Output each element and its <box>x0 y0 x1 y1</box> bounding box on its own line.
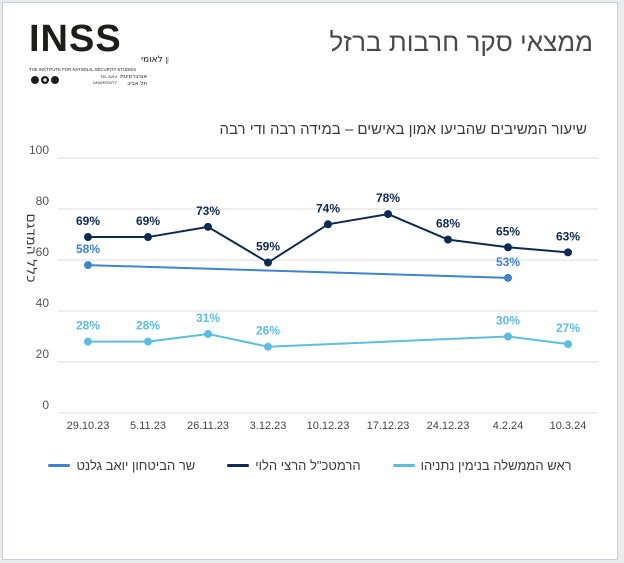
legend-label: ראש הממשלה בנימין נתניהו <box>420 458 572 473</box>
data-label: 28% <box>136 319 160 333</box>
legend-swatch <box>392 464 415 467</box>
data-point <box>204 222 212 231</box>
legend-swatch <box>48 464 71 467</box>
data-point <box>84 233 92 242</box>
y-tick-label: 20 <box>36 347 50 361</box>
data-label: 69% <box>76 214 100 228</box>
x-tick-label: 5.11.23 <box>130 420 166 432</box>
x-tick-label: 10.12.23 <box>307 420 350 432</box>
data-point <box>84 261 92 270</box>
x-tick-label: 10.3.24 <box>550 420 587 432</box>
data-point <box>384 210 392 219</box>
data-point <box>84 337 92 346</box>
legend-label: הרמטכ"ל הרצי הלוי <box>255 458 361 473</box>
trust-line-chart: 0 20 40 60 80 100 כלל המדגם 29.10.23 5.11.23 26.1… <box>23 143 598 432</box>
data-point <box>504 332 512 341</box>
svg-text:תל אביב: תל אביב <box>127 80 147 87</box>
x-tick-label: 24.12.23 <box>427 420 470 432</box>
inss-logo: INSS המכון למחקרי ביטחון לאומי THE INSTI… <box>29 17 169 87</box>
data-label: 30% <box>496 314 520 328</box>
data-label: 28% <box>76 319 100 333</box>
page-title: ממצאי סקר חרבות ברזל <box>329 27 593 57</box>
data-label: 73% <box>196 204 220 218</box>
data-label: 27% <box>556 321 580 335</box>
data-point <box>264 258 272 267</box>
data-label: 69% <box>136 214 160 228</box>
legend-item: שר הביטחון יואב גלנט <box>48 458 195 473</box>
y-tick-label: 80 <box>36 194 50 208</box>
x-tick-label: 26.11.23 <box>187 420 229 432</box>
svg-text:המכון למחקרי ביטחון לאומי: המכון למחקרי ביטחון לאומי <box>141 55 169 65</box>
data-label: 65% <box>496 224 520 238</box>
data-label: 78% <box>376 191 400 205</box>
data-label: 26% <box>256 324 280 338</box>
data-point <box>204 329 212 338</box>
data-label: 53% <box>496 255 520 269</box>
data-point <box>264 342 272 351</box>
data-label: 31% <box>196 311 220 325</box>
data-label: 58% <box>76 242 100 256</box>
inss-logo-graphic: INSS המכון למחקרי ביטחון לאומי THE INSTI… <box>29 18 169 87</box>
data-label: 63% <box>556 229 580 243</box>
chart-legend: שר הביטחון יואב גלנט הרמטכ"ל הרצי הלוי ראש… <box>3 458 617 473</box>
data-label: 59% <box>256 240 280 254</box>
data-point <box>564 340 572 349</box>
chart-title: שיעור המשיבים שהביעו אמון באישים – במידה… <box>219 121 587 138</box>
x-tick-label: 17.12.23 <box>367 420 410 432</box>
series-line <box>88 332 569 348</box>
y-tick-label: 100 <box>29 143 49 157</box>
data-label: 74% <box>316 201 340 215</box>
x-tick-label: 4.2.24 <box>493 420 524 432</box>
data-point <box>504 273 512 282</box>
y-axis-label: כלל המדגם <box>23 213 39 282</box>
data-point <box>564 248 572 257</box>
series-line <box>87 264 509 279</box>
svg-text:TEL AVIV: TEL AVIV <box>100 74 117 79</box>
slide-frame: INSS המכון למחקרי ביטחון לאומי THE INSTI… <box>2 2 618 560</box>
y-tick-label: 60 <box>36 245 50 259</box>
svg-text:אוניברסיטת: אוניברסיטת <box>120 74 147 80</box>
data-point <box>144 337 152 346</box>
data-point <box>504 243 512 252</box>
data-point <box>144 233 152 242</box>
svg-text:INSS: INSS <box>29 18 122 60</box>
y-tick-label: 40 <box>36 296 50 310</box>
legend-item: הרמטכ"ל הרצי הלוי <box>227 458 361 473</box>
x-tick-label: 29.10.23 <box>67 420 110 432</box>
legend-swatch <box>227 464 250 467</box>
data-point <box>444 235 452 244</box>
svg-text:UNIVERSITY: UNIVERSITY <box>93 80 117 85</box>
x-tick-label: 3.12.23 <box>250 420 287 432</box>
data-point <box>324 220 332 229</box>
legend-label: שר הביטחון יואב גלנט <box>76 458 196 473</box>
legend-item: ראש הממשלה בנימין נתניהו <box>392 458 572 473</box>
y-tick-label: 0 <box>42 398 49 412</box>
svg-text:THE INSTITUTE FOR NATIONAL SEC: THE INSTITUTE FOR NATIONAL SECURITY STUD… <box>29 67 136 72</box>
data-label: 68% <box>436 217 460 231</box>
